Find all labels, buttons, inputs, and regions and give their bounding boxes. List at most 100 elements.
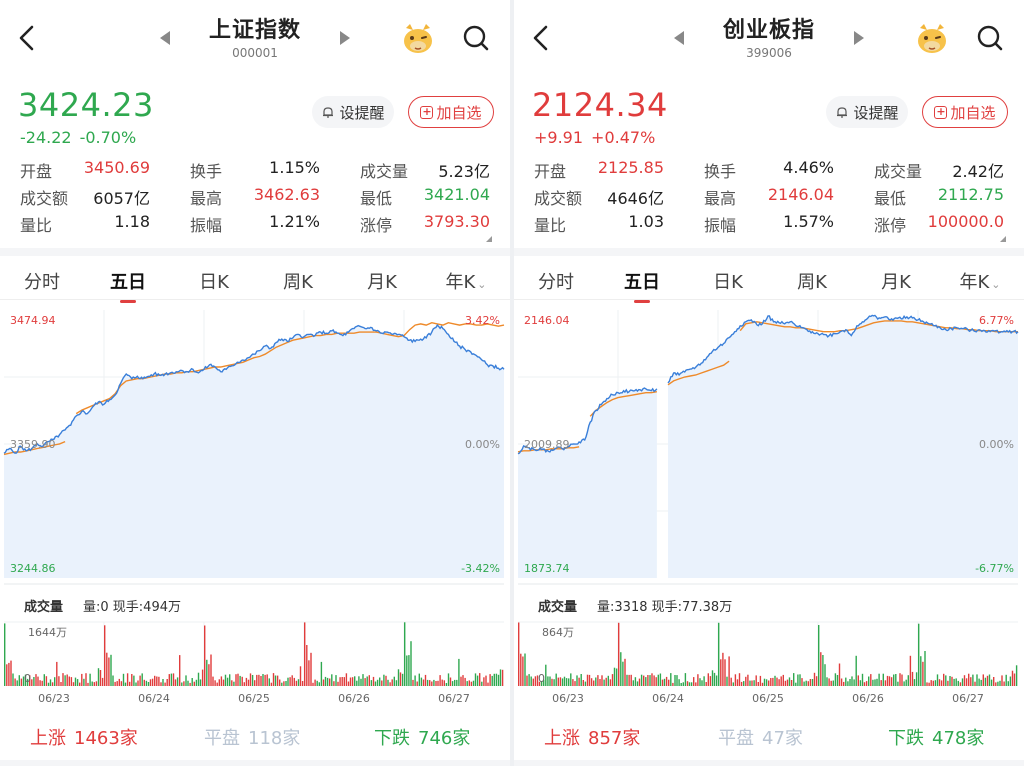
volume-bar: [176, 677, 179, 686]
stats-row: 开盘 3450.69 换手 1.15% 成交量 5.23亿: [20, 158, 490, 185]
volume-bar: [33, 677, 35, 686]
volume-bar: [907, 675, 909, 686]
add-watchlist-button[interactable]: + 加自选: [408, 96, 494, 128]
volume-bar: [547, 676, 549, 686]
stat-value: 2146.04: [767, 185, 834, 204]
volume-bar: [416, 681, 418, 686]
volume-bar: [674, 675, 676, 686]
volume-bar: [460, 676, 462, 686]
volume-bar: [630, 674, 632, 686]
volume-bar: [690, 682, 693, 686]
volume-bar: [834, 673, 837, 686]
set-alert-button[interactable]: 设提醒: [312, 96, 394, 128]
volume-bar: [37, 676, 39, 686]
price-line: [517, 387, 658, 455]
volume-bar: [358, 676, 360, 686]
tab-yearly-k[interactable]: 年K ⌄: [436, 268, 496, 294]
tab-weekly-k[interactable]: 周K: [782, 268, 842, 294]
back-button[interactable]: [16, 24, 38, 52]
volume-bar: [45, 676, 48, 686]
volume-bar: [26, 678, 29, 686]
stat-label: 换手: [704, 162, 737, 181]
tab-monthly-k[interactable]: 月K: [866, 268, 926, 294]
tab-intraday[interactable]: 分时: [526, 268, 586, 294]
volume-bar: [732, 682, 734, 686]
volume-bar: [972, 674, 974, 686]
declining-count[interactable]: 下跌 746家: [374, 724, 470, 750]
volume-bar: [555, 673, 557, 686]
volume-bar: [156, 676, 158, 686]
expand-stats-corner-icon[interactable]: [1000, 236, 1006, 242]
volume-max-label: 864万: [542, 626, 574, 639]
unchanged-count[interactable]: 平盘 118家: [204, 724, 300, 750]
index-code: 399006: [746, 46, 792, 60]
prev-index-button[interactable]: [160, 31, 170, 45]
volume-bar: [551, 678, 553, 686]
five-day-chart[interactable]: 3474.94 3359.90 3244.86 3.42% 0.00% -3.42%: [0, 302, 510, 586]
volume-bar: [980, 679, 982, 686]
stat-value: 1.15%: [269, 158, 320, 177]
volume-bar: [682, 682, 684, 686]
tab-five-day[interactable]: 五日: [98, 268, 158, 303]
next-index-button[interactable]: [854, 31, 864, 45]
volume-bar: [229, 674, 231, 686]
volume-bar: [74, 677, 77, 686]
advancing-count[interactable]: 上涨 1463家: [30, 724, 138, 750]
stat-label: 开盘: [534, 162, 567, 181]
volume-bar: [701, 680, 703, 686]
volume-bar: [538, 681, 541, 686]
x-axis-date-label: 06/24: [138, 692, 170, 705]
volume-bar: [60, 682, 62, 686]
stats-row: 量比 1.03 振幅 1.57% 涨停 100000.0: [534, 212, 1004, 239]
bull-mascot-icon[interactable]: [400, 22, 436, 56]
next-index-button[interactable]: [340, 31, 350, 45]
volume-bar: [593, 680, 595, 686]
tab-monthly-k[interactable]: 月K: [352, 268, 412, 294]
declining-count[interactable]: 下跌 478家: [888, 724, 984, 750]
volume-bar: [501, 669, 504, 686]
stat-label: 量比: [20, 216, 53, 235]
volume-chart[interactable]: 864万 0 06/23 06/24 06/25 06/26 06/27: [514, 618, 1024, 710]
volume-bar: [528, 674, 530, 686]
volume-bar: [830, 680, 832, 686]
expand-stats-corner-icon[interactable]: [486, 236, 492, 242]
volume-bar: [880, 680, 882, 686]
stat-label: 成交量: [874, 162, 923, 181]
search-button[interactable]: [976, 24, 1004, 52]
bull-mascot-icon[interactable]: [914, 22, 950, 56]
volume-bar: [686, 681, 689, 686]
stat-label: 量比: [534, 216, 567, 235]
index-code: 000001: [232, 46, 278, 60]
volume-bar: [274, 675, 277, 686]
x-axis-date-label: 06/27: [952, 692, 984, 705]
x-axis-date-label: 06/27: [438, 692, 470, 705]
five-day-chart[interactable]: 2146.04 2009.89 1873.74 6.77% 0.00% -6.77%: [514, 302, 1024, 586]
volume-bar: [299, 666, 302, 686]
prev-index-button[interactable]: [674, 31, 684, 45]
volume-bar: [126, 673, 129, 686]
volume-bar: [832, 680, 834, 686]
volume-bar: [822, 655, 824, 686]
volume-bar: [815, 676, 818, 686]
tab-weekly-k[interactable]: 周K: [268, 268, 328, 294]
search-button[interactable]: [462, 24, 490, 52]
advancing-count[interactable]: 上涨 857家: [544, 724, 640, 750]
volume-bar: [609, 679, 612, 686]
back-button[interactable]: [530, 24, 552, 52]
volume-chart[interactable]: 1644万 0 06/23 06/24 06/25 06/26 06/27: [0, 618, 510, 710]
tab-five-day[interactable]: 五日: [612, 268, 672, 303]
tab-daily-k[interactable]: 日K: [698, 268, 758, 294]
volume-bar: [197, 672, 200, 686]
tab-daily-k[interactable]: 日K: [184, 268, 244, 294]
volume-bar: [668, 679, 670, 686]
volume-bar: [882, 673, 884, 686]
tab-intraday[interactable]: 分时: [12, 268, 72, 294]
volume-bar: [206, 659, 208, 686]
volume-bar: [947, 680, 949, 686]
chevron-left-icon: [19, 25, 34, 51]
add-watchlist-button[interactable]: + 加自选: [922, 96, 1008, 128]
unchanged-count[interactable]: 平盘 47家: [718, 724, 803, 750]
set-alert-button[interactable]: 设提醒: [826, 96, 908, 128]
tab-yearly-k[interactable]: 年K ⌄: [950, 268, 1010, 294]
volume-bar: [901, 674, 903, 686]
